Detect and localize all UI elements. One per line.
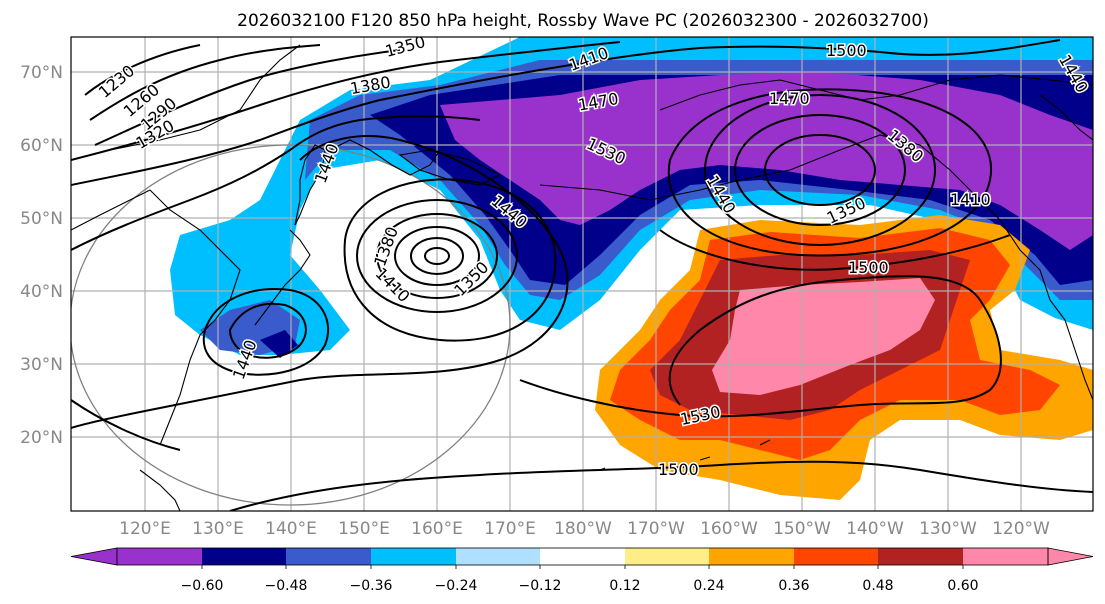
lon-label-160e: 160°E bbox=[411, 519, 463, 539]
colorbar-ticks: −0.60 −0.48 −0.36 −0.24 −0.12 0.12 0.24 … bbox=[181, 578, 979, 594]
contour-label-1410-ak: 1410 bbox=[950, 190, 991, 209]
colorbar-tick-label: −0.36 bbox=[350, 578, 393, 594]
colorbar-segment bbox=[117, 548, 202, 565]
colorbar-segment bbox=[540, 548, 625, 565]
lat-label-40n: 40°N bbox=[20, 282, 63, 302]
lat-label-30n: 30°N bbox=[20, 355, 63, 375]
lat-label-20n: 20°N bbox=[20, 428, 63, 448]
colorbar-tick-label: 0.12 bbox=[609, 578, 640, 594]
colorbar-segment bbox=[963, 548, 1048, 565]
lon-label-140e: 140°E bbox=[265, 519, 317, 539]
colorbar-tick-label: −0.24 bbox=[435, 578, 478, 594]
colorbar-tick-label: 0.24 bbox=[693, 578, 724, 594]
colorbar-tick-label: −0.48 bbox=[265, 578, 308, 594]
colorbar-segment bbox=[878, 548, 963, 565]
lat-label-60n: 60°N bbox=[20, 136, 63, 156]
height-contours bbox=[71, 39, 1093, 511]
lon-label-170w: 170°W bbox=[627, 519, 685, 539]
colorbar-tick-label: −0.12 bbox=[519, 578, 562, 594]
lon-label-120e: 120°E bbox=[119, 519, 171, 539]
colorbar-extend-max bbox=[1047, 547, 1094, 566]
lon-label-130w: 130°W bbox=[919, 519, 977, 539]
lon-label-150w: 150°W bbox=[773, 519, 831, 539]
colorbar-segments bbox=[70, 547, 1094, 569]
colorbar-segment bbox=[709, 548, 794, 565]
latitude-labels: 70°N 60°N 50°N 40°N 30°N 20°N bbox=[20, 63, 63, 448]
range-circle bbox=[71, 144, 511, 506]
colorbar-segment bbox=[202, 548, 286, 565]
longitude-labels: 120°E 130°E 140°E 150°E 160°E 170°E 180°… bbox=[119, 519, 1050, 539]
contour-labels: 1230 1260 1290 1320 1350 1380 1410 1470 … bbox=[93, 37, 1093, 481]
map-plot-area: 1230 1260 1290 1320 1350 1380 1410 1470 … bbox=[71, 37, 1093, 511]
colorbar-segment bbox=[456, 548, 540, 565]
colorbar-segment bbox=[794, 548, 878, 565]
colorbar-tick-label: 0.48 bbox=[862, 578, 893, 594]
colorbar-segment bbox=[286, 548, 371, 565]
lon-label-130e: 130°E bbox=[192, 519, 244, 539]
contour-label-1500-bottom: 1500 bbox=[658, 460, 699, 479]
map-frame bbox=[70, 36, 1094, 512]
lon-label-160w: 160°W bbox=[700, 519, 758, 539]
contour-label-1500-top: 1500 bbox=[826, 41, 867, 60]
colorbar-segment bbox=[371, 548, 456, 565]
lon-label-120w: 120°W bbox=[992, 519, 1050, 539]
lat-label-70n: 70°N bbox=[20, 63, 63, 83]
colorbar-tick-label: 0.36 bbox=[778, 578, 809, 594]
lon-label-150e: 150°E bbox=[338, 519, 390, 539]
contour-label-1500-mid: 1500 bbox=[848, 258, 889, 277]
map-title: 2026032100 F120 850 hPa height, Rossby W… bbox=[237, 11, 929, 31]
colorbar-extend-min bbox=[70, 547, 118, 566]
colorbar-outline bbox=[116, 547, 1049, 566]
colorbar-segment bbox=[625, 548, 709, 565]
lat-label-50n: 50°N bbox=[20, 209, 63, 229]
colorbar: −0.60 −0.48 −0.36 −0.24 −0.12 0.12 0.24 … bbox=[70, 547, 1094, 594]
colorbar-tick-label: −0.60 bbox=[181, 578, 224, 594]
contour-label-1470-east: 1470 bbox=[769, 89, 810, 108]
lon-label-170e: 170°E bbox=[484, 519, 536, 539]
lon-label-180w: 180°W bbox=[554, 519, 612, 539]
lon-label-140w: 140°W bbox=[846, 519, 904, 539]
colorbar-tick-label: 0.60 bbox=[947, 578, 978, 594]
